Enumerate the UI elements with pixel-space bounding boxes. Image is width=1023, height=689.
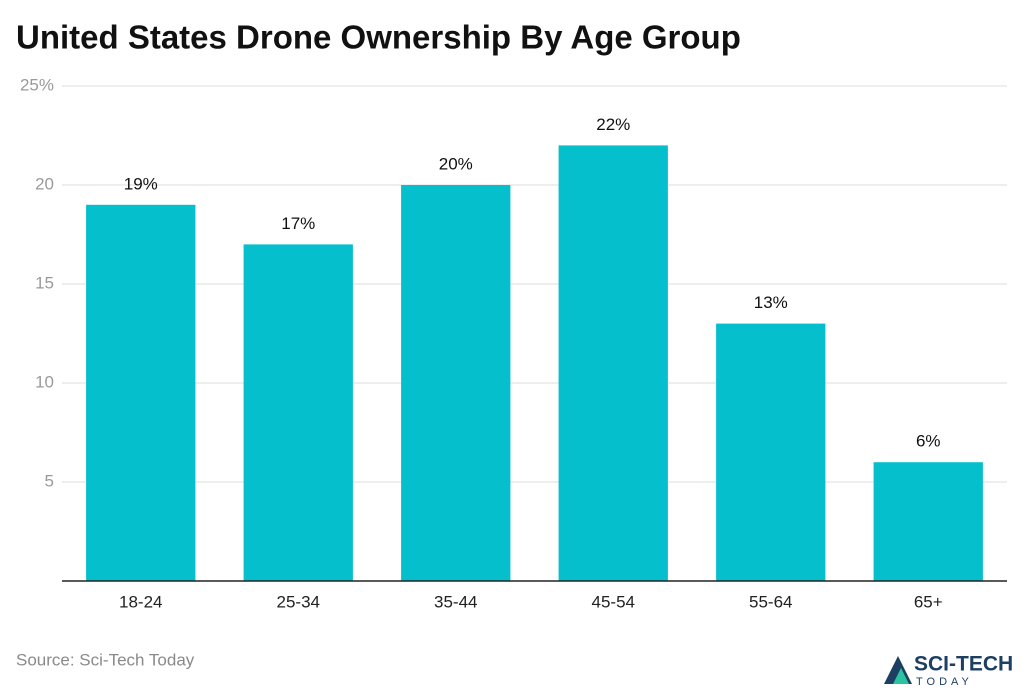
source: Source: Sci-Tech Today: [16, 650, 195, 669]
x-tick-label: 35-44: [434, 592, 477, 611]
value-label: 22%: [596, 115, 630, 134]
bar: [243, 244, 353, 581]
bar: [716, 323, 826, 581]
bar: [401, 185, 511, 581]
value-label: 6%: [916, 432, 941, 451]
y-tick-label: 15: [35, 273, 54, 292]
bar: [86, 204, 196, 582]
value-label: 20%: [439, 154, 473, 173]
logo-tagline: TODAY: [916, 676, 973, 688]
value-label: 19%: [124, 174, 158, 193]
y-tick-label: 10: [35, 372, 54, 391]
value-label: 17%: [281, 214, 315, 233]
x-tick-label: 45-54: [592, 592, 635, 611]
x-tick-label: 18-24: [119, 592, 162, 611]
x-tick-label: 65+: [914, 592, 943, 611]
logo: SCI-TECH TODAY: [884, 653, 1013, 688]
x-tick-label: 25-34: [277, 592, 320, 611]
y-tick-label: 25%: [20, 75, 54, 94]
logo-icon: [893, 668, 909, 684]
logo-name: SCI-TECH: [914, 653, 1013, 676]
chart-title: United States Drone Ownership By Age Gro…: [16, 19, 741, 56]
bar: [873, 462, 983, 581]
y-tick-label: 20: [35, 174, 54, 193]
y-tick-label: 5: [45, 471, 54, 490]
value-label: 13%: [754, 293, 788, 312]
x-tick-label: 55-64: [749, 592, 792, 611]
bar: [558, 145, 668, 581]
